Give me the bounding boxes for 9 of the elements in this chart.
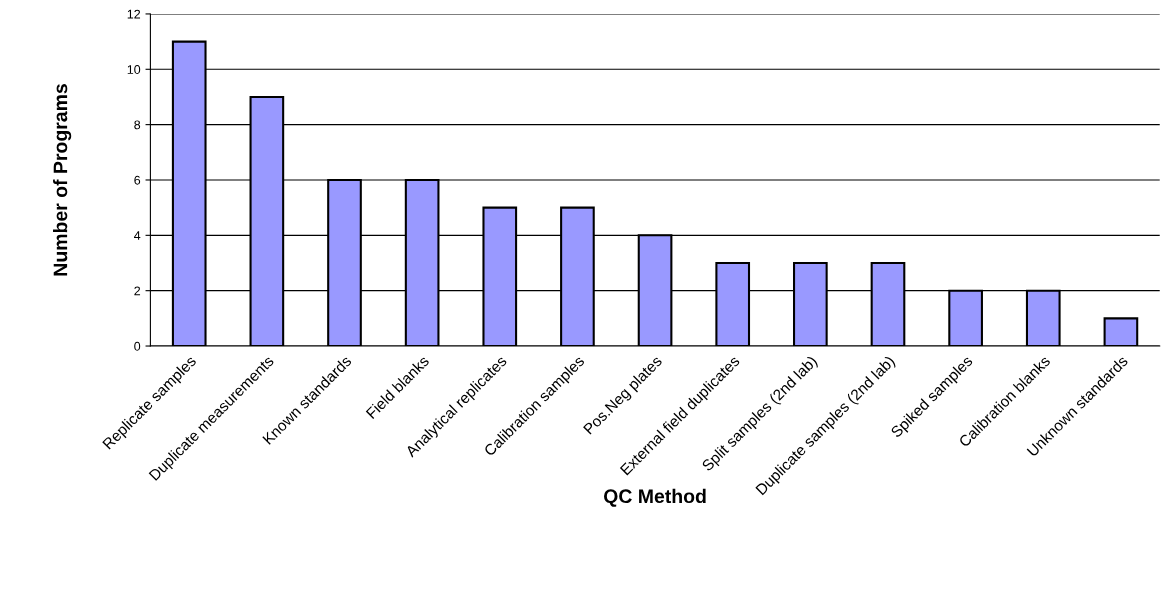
y-tick-label: 6 [134, 175, 141, 185]
y-tick-label: 4 [134, 231, 141, 240]
y-tick-label: 8 [134, 120, 141, 130]
x-axis-title: QC Method [604, 488, 706, 507]
y-tick-label: 2 [134, 286, 141, 296]
y-tick-label: 10 [127, 65, 141, 74]
y-tick-label: 12 [127, 9, 141, 19]
y-tick-label: 0 [134, 341, 141, 351]
y-axis-title: Number of Programs [53, 84, 72, 276]
